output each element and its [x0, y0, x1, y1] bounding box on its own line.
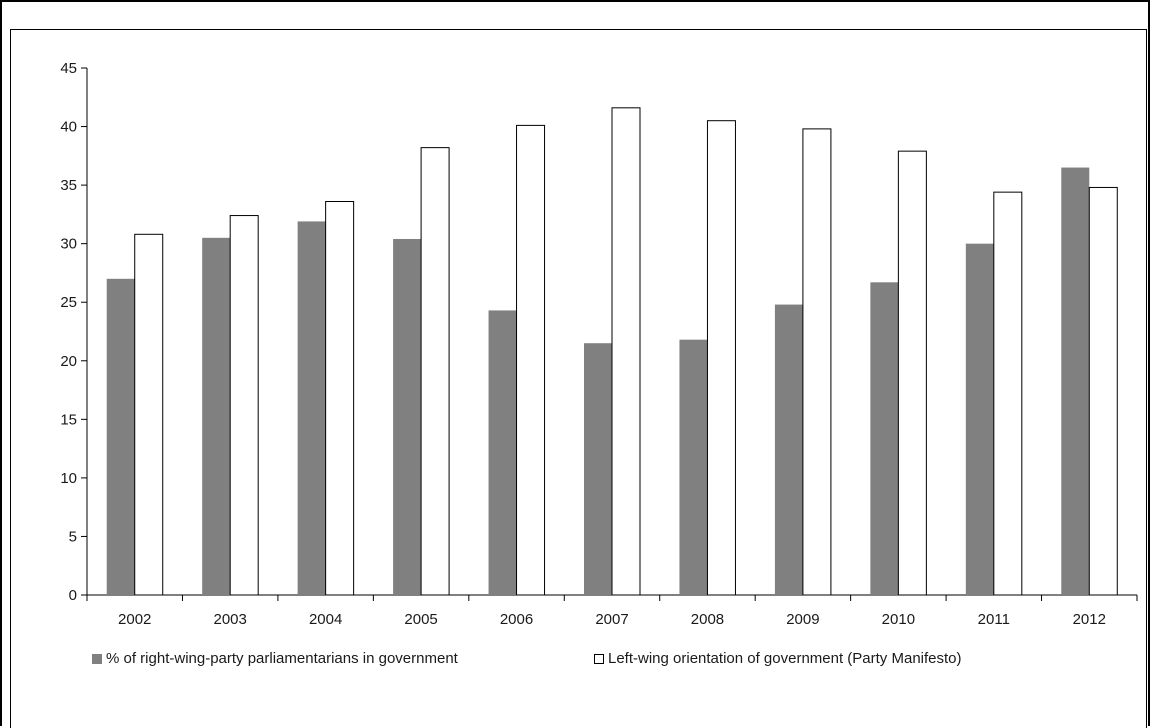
bar-series-2 — [802, 128, 832, 596]
y-tick-label: 40 — [60, 119, 77, 136]
bar-series-1 — [488, 310, 517, 595]
bar-series-2 — [229, 215, 259, 596]
bar-series-1 — [965, 243, 994, 595]
bar-series-1 — [679, 339, 708, 595]
bar-series-2 — [420, 147, 450, 596]
bar-series-2 — [516, 124, 546, 596]
legend-label-series-1: % of right-wing-party parliamentarians i… — [106, 650, 458, 667]
x-tick-label: 2012 — [1073, 611, 1106, 628]
bar-series-1 — [297, 221, 326, 595]
bar-series-2 — [1088, 186, 1118, 596]
y-tick-label: 20 — [60, 353, 77, 370]
y-tick-label: 25 — [60, 294, 77, 311]
bar-series-1 — [774, 304, 803, 595]
x-tick-label: 2006 — [500, 611, 533, 628]
x-tick-label: 2009 — [786, 611, 819, 628]
y-tick-label: 45 — [60, 60, 77, 77]
bar-series-1 — [1061, 167, 1090, 596]
y-tick-label: 30 — [60, 236, 77, 253]
x-tick-label: 2011 — [978, 611, 1010, 628]
y-tick-label: 35 — [60, 177, 77, 194]
legend-item-series-1: % of right-wing-party parliamentarians i… — [92, 650, 458, 667]
x-tick-label: 2004 — [309, 611, 342, 628]
legend-label-series-2: Left-wing orientation of government (Par… — [608, 650, 962, 667]
y-tick-label: 0 — [69, 587, 77, 604]
bar-series-1 — [202, 237, 231, 596]
x-tick-label: 2005 — [404, 611, 437, 628]
x-tick-label: 2002 — [118, 611, 151, 628]
x-axis: 2002 2003 2004 2005 2006 2007 2008 2009 2010 2011… — [86, 594, 1138, 628]
bar-series-2 — [325, 201, 355, 596]
bar-series-2 — [611, 107, 641, 596]
bar-series-1 — [870, 282, 899, 595]
bars — [106, 107, 1118, 596]
legend-item-series-2: Left-wing orientation of government (Par… — [594, 650, 962, 667]
x-tick-label: 2008 — [691, 611, 724, 628]
bar-series-1 — [393, 238, 422, 595]
chart-frame — [10, 29, 1147, 728]
legend: % of right-wing-party parliamentarians i… — [0, 650, 1153, 674]
bar-series-1 — [584, 343, 612, 595]
bar-series-2 — [706, 120, 736, 596]
bar-series-2 — [134, 233, 164, 596]
bar-series-2 — [993, 191, 1023, 596]
y-tick-label: 5 — [69, 528, 77, 545]
y-axis: 0 5 10 15 20 25 30 35 40 45 — [60, 60, 88, 604]
bar-series-2 — [897, 150, 927, 596]
y-tick-label: 10 — [60, 470, 77, 487]
x-tick-label: 2003 — [213, 611, 246, 628]
y-tick-label: 15 — [60, 411, 77, 428]
legend-swatch-series-1 — [92, 653, 102, 664]
x-tick-label: 2007 — [595, 611, 628, 628]
x-tick-label: 2010 — [882, 611, 915, 628]
bar-series-1 — [106, 278, 135, 595]
legend-swatch-series-2 — [594, 653, 604, 664]
